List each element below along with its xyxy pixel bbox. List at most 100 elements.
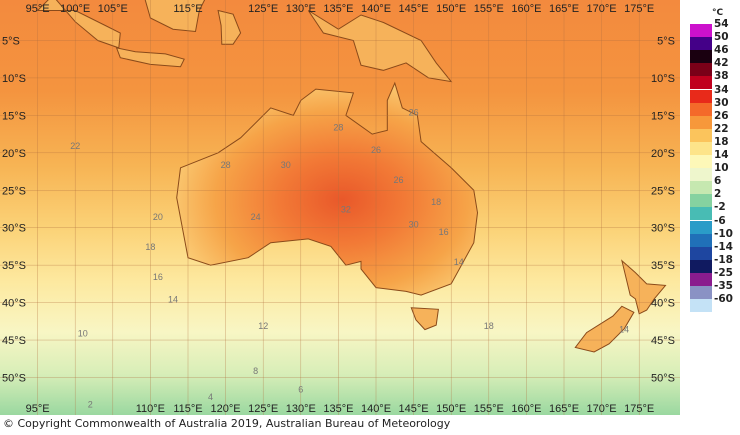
bottom-longitude-label: 110°E xyxy=(136,403,165,415)
legend-label: 38 xyxy=(714,70,729,83)
bottom-longitude-label: 130°E xyxy=(286,403,316,415)
left-latitude-label: 45°S xyxy=(2,335,26,347)
legend-label: 54 xyxy=(714,18,729,30)
legend-label: 46 xyxy=(714,44,729,57)
top-longitude-label: 155°E xyxy=(474,3,504,15)
top-longitude-label: 125°E xyxy=(248,3,278,15)
contour-label: 18 xyxy=(484,321,494,331)
left-latitude-label: 25°S xyxy=(2,185,26,197)
contour-label: 16 xyxy=(439,227,449,237)
top-longitude-label: 95°E xyxy=(26,3,50,15)
left-latitude-label: 10°S xyxy=(2,73,26,85)
legend-swatch xyxy=(690,207,712,221)
bottom-longitude-label: 95°E xyxy=(26,403,50,415)
right-latitude-label: 30°S xyxy=(651,223,675,235)
temperature-map: 95°E 100°E 105°E 115°E 125°E 130°E 135°E 140°E 1… xyxy=(0,0,680,415)
legend-swatch xyxy=(690,50,712,64)
legend-label: -60 xyxy=(714,293,733,306)
left-latitude-label: 20°S xyxy=(2,148,26,160)
left-latitude-label: 15°S xyxy=(2,110,26,122)
top-longitude-label: 130°E xyxy=(286,3,316,15)
bottom-longitude-label: 155°E xyxy=(474,403,504,415)
contour-label: 22 xyxy=(70,141,80,151)
copyright-text: © Copyright Commonwealth of Australia 20… xyxy=(3,417,451,430)
right-latitude-label: 40°S xyxy=(651,298,675,310)
legend-swatch xyxy=(690,168,712,182)
legend-label: 14 xyxy=(714,149,729,161)
legend-label: -10 xyxy=(714,227,733,240)
contour-label: 18 xyxy=(145,242,155,252)
contour-label: 14 xyxy=(454,257,464,267)
top-longitude-label: 150°E xyxy=(436,3,466,15)
legend-swatch xyxy=(690,259,712,273)
right-latitude-label: 15°S xyxy=(651,110,675,122)
legend-label: 30 xyxy=(714,96,729,109)
top-longitude-label: 105°E xyxy=(98,3,128,15)
left-latitude-label: 50°S xyxy=(2,373,26,385)
right-latitude-label: 50°S xyxy=(651,373,675,385)
contour-label: 10 xyxy=(78,328,88,338)
top-longitude-label: 175°E xyxy=(624,3,654,15)
bottom-longitude-label: 165°E xyxy=(549,403,579,415)
legend-label: 50 xyxy=(714,31,729,44)
bottom-longitude-label: 145°E xyxy=(399,403,429,415)
legend-label: 6 xyxy=(714,175,722,188)
bottom-longitude-label: 160°E xyxy=(511,403,541,415)
bottom-longitude-label: 115°E xyxy=(173,403,202,415)
new-zealand-north-landmass xyxy=(621,259,667,315)
contour-label: 26 xyxy=(371,145,381,155)
legend-swatch xyxy=(690,194,712,208)
legend-swatch xyxy=(690,141,712,155)
contour-label: 32 xyxy=(341,205,351,215)
contour-label: 2 xyxy=(88,399,93,409)
bottom-longitude-label: 140°E xyxy=(361,403,391,415)
legend-label: -6 xyxy=(714,214,726,227)
contour-label: 8 xyxy=(253,366,258,376)
contour-label: 18 xyxy=(431,197,441,207)
bottom-longitude-label: 150°E xyxy=(436,403,466,415)
top-longitude-label: 140°E xyxy=(361,3,391,15)
tasmania-landmass xyxy=(410,307,439,331)
legend-swatch xyxy=(690,181,712,195)
left-latitude-label: 35°S xyxy=(2,260,26,272)
legend-label: 34 xyxy=(714,83,729,96)
contour-label: 12 xyxy=(258,321,268,331)
legend-swatch xyxy=(690,233,712,247)
sulawesi-landmass xyxy=(217,9,242,45)
legend-swatch xyxy=(690,155,712,169)
new-guinea-landmass xyxy=(307,10,453,83)
contour-label: 14 xyxy=(168,295,178,305)
top-longitude-label: 135°E xyxy=(323,3,353,15)
contour-label: 30 xyxy=(409,220,419,230)
contour-label: 26 xyxy=(394,175,404,185)
bottom-longitude-label: 170°E xyxy=(587,403,617,415)
contour-label: 4 xyxy=(208,392,213,402)
legend-swatch xyxy=(690,76,712,90)
top-longitude-label: 160°E xyxy=(511,3,541,15)
right-latitude-label: 5°S xyxy=(657,35,675,47)
contour-label: 6 xyxy=(298,384,303,394)
legend-label: 26 xyxy=(714,109,729,122)
contour-label: 28 xyxy=(221,160,231,170)
legend-label: 18 xyxy=(714,135,729,148)
contour-label: 16 xyxy=(153,272,163,282)
australia-landmass xyxy=(176,81,479,296)
new-zealand-south-landmass xyxy=(574,305,635,353)
contour-label: 20 xyxy=(153,212,163,222)
sumatra-landmass xyxy=(36,0,121,49)
contour-label: 30 xyxy=(281,160,291,170)
left-latitude-label: 30°S xyxy=(2,223,26,235)
legend-unit: °C xyxy=(712,8,724,18)
legend-swatch xyxy=(690,115,712,129)
legend-label: 22 xyxy=(714,122,729,135)
legend-label: -14 xyxy=(714,240,733,253)
legend-swatch xyxy=(690,89,712,103)
legend-swatch xyxy=(690,128,712,142)
legend-label: -2 xyxy=(714,201,726,214)
legend-swatch xyxy=(690,102,712,116)
top-longitude-label: 115°E xyxy=(173,3,202,15)
legend-swatch xyxy=(690,24,712,38)
bottom-longitude-label: 125°E xyxy=(248,403,278,415)
right-latitude-label: 35°S xyxy=(651,260,675,272)
legend-swatch xyxy=(690,299,712,313)
